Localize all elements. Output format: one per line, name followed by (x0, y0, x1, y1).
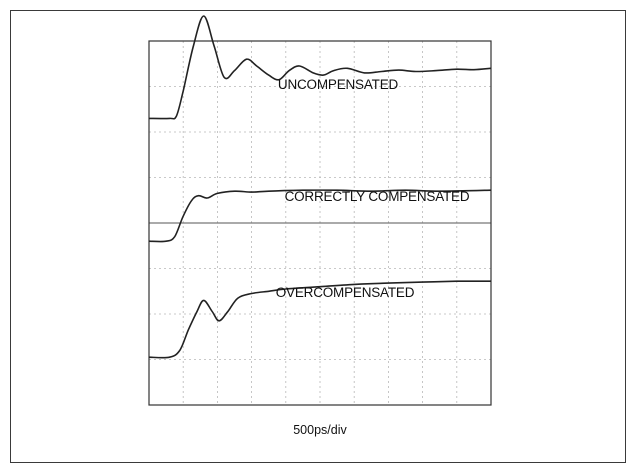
x-axis-label: 500ps/div (293, 423, 347, 437)
figure-frame (10, 10, 626, 463)
trace-label: UNCOMPENSATED (278, 77, 399, 92)
trace-uncompensated (148, 15, 492, 120)
trace-labels: UNCOMPENSATED CORRECTLY COMPENSATED OVERCO… (276, 77, 470, 300)
plot-border (148, 40, 492, 406)
graticule (149, 41, 491, 405)
trace-label: CORRECTLY COMPENSATED (285, 189, 470, 204)
trace-correctly-compensated (148, 189, 492, 243)
trace-label: OVERCOMPENSATED (276, 285, 415, 300)
trace-overcompensated (148, 280, 492, 359)
traces (148, 15, 492, 359)
